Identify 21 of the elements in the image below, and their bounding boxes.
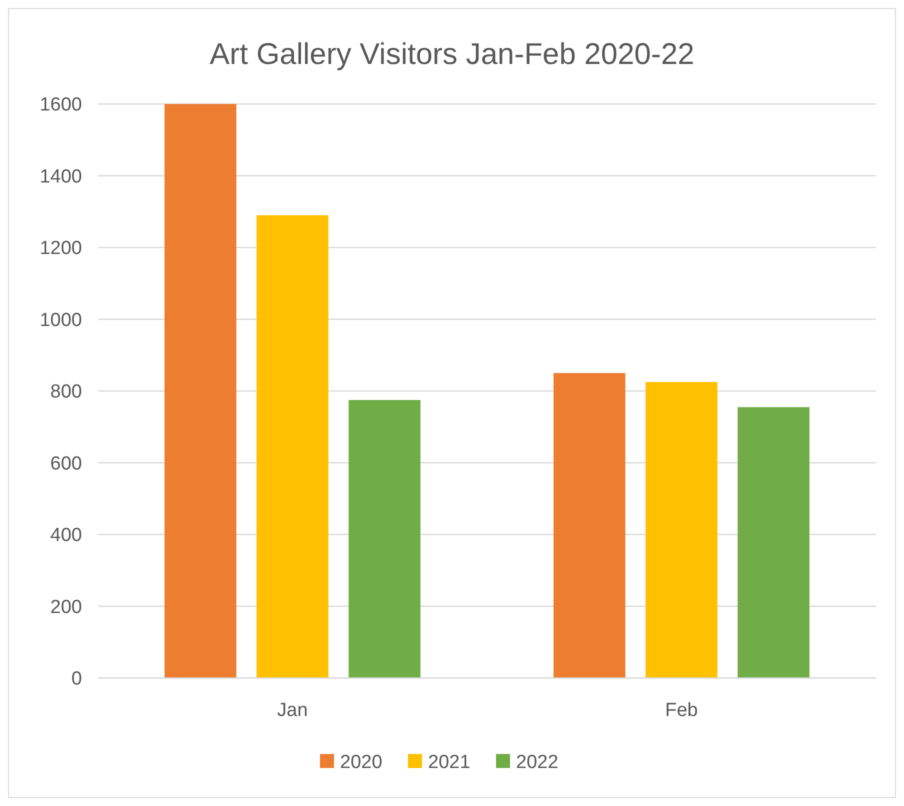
y-tick-label: 1400 [40,166,82,188]
legend-label: 2021 [428,752,470,773]
y-tick-label: 600 [50,453,82,474]
x-tick-label: Feb [665,700,698,721]
y-tick-label: 800 [50,382,82,403]
bar [256,215,328,678]
y-tick-label: 1200 [40,238,82,260]
bar [554,373,626,678]
bar [738,407,810,678]
bar [164,104,236,678]
chart-title: Art Gallery Visitors Jan-Feb 2020-22 [210,38,694,71]
bar [646,382,718,678]
y-tick-label: 200 [50,596,82,618]
bar [348,400,420,678]
x-tick-label: Jan [277,700,308,721]
y-tick-label: 0 [71,668,82,690]
legend-label: 2020 [340,752,382,773]
legend-label: 2022 [516,752,558,773]
y-tick-label: 1600 [40,94,82,116]
y-tick-label: 400 [50,525,82,546]
y-tick-label: 1000 [40,310,82,331]
